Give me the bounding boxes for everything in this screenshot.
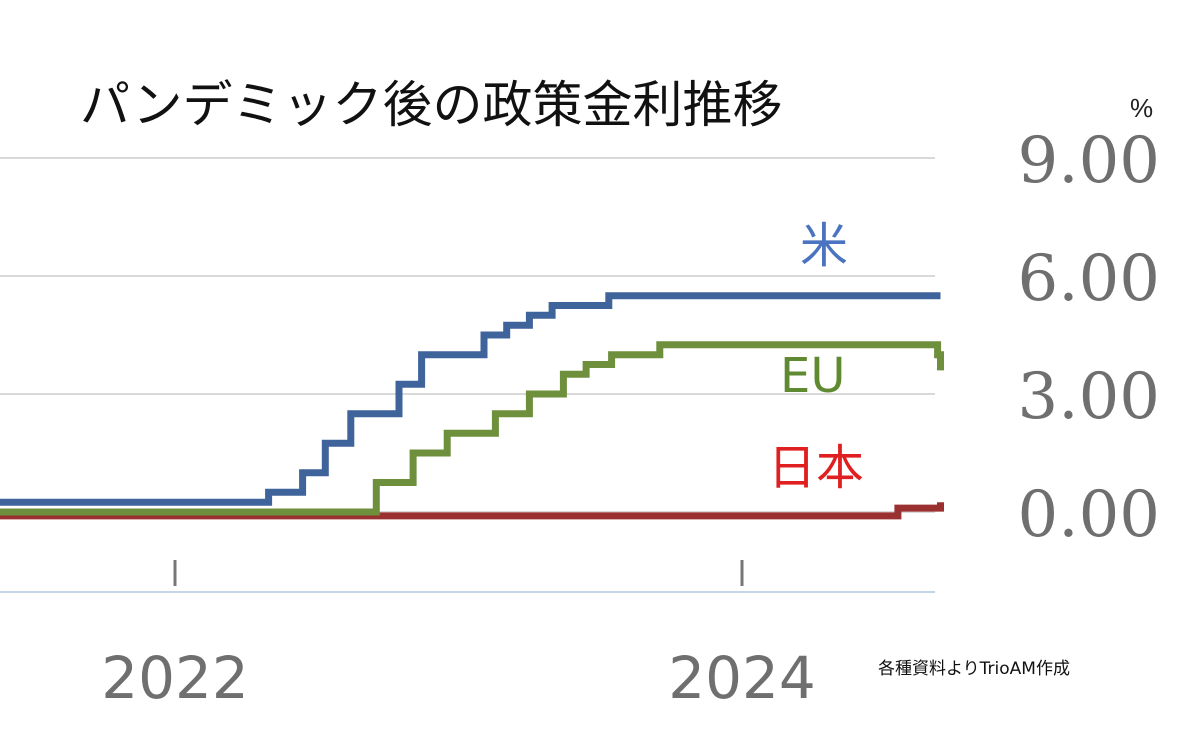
series-line-us (0, 292, 941, 506)
grid-lines (0, 157, 935, 513)
x-tick-labels: 2022 2024 (101, 644, 816, 712)
series-line-eu (0, 341, 944, 516)
x-tick-label-2022: 2022 (101, 644, 249, 712)
x-tick-label-2024: 2024 (668, 644, 816, 712)
y-tick-label-3.00: 3.00 (1018, 360, 1161, 434)
series-label-jp: 日本 (768, 440, 864, 496)
y-tick-label-9.00: 9.00 (1018, 124, 1161, 198)
series-label-us: 米 (800, 218, 848, 274)
y-tick-labels: 0.00 3.00 6.00 9.00 (1018, 124, 1161, 552)
x-axis (0, 560, 935, 593)
y-tick-label-0.00: 0.00 (1018, 478, 1161, 552)
series-lines (0, 292, 944, 520)
chart-title: パンデミック後の政策金利推移 (80, 76, 783, 134)
source-note: 各種資料よりTrioAM作成 (878, 659, 1070, 679)
y-tick-label-6.00: 6.00 (1018, 242, 1161, 316)
series-line-jp (0, 502, 944, 520)
series-labels: 米 EU 日本 (768, 218, 864, 496)
series-label-eu: EU (780, 348, 845, 404)
y-axis-unit: % (1130, 93, 1153, 123)
